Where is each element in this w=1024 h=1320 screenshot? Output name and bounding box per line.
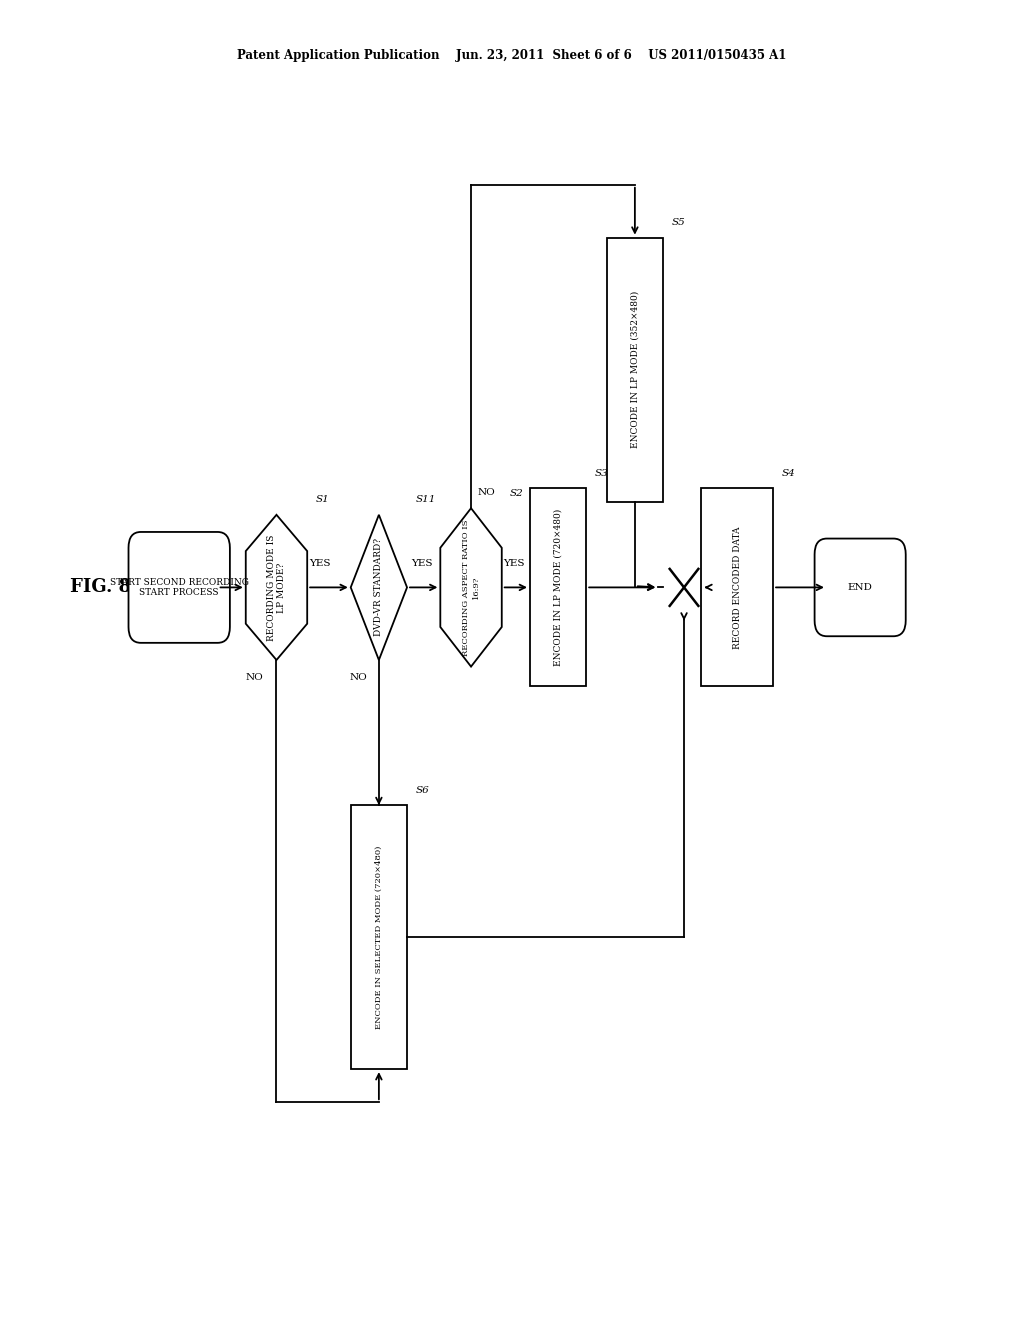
Polygon shape <box>246 515 307 660</box>
Text: NO: NO <box>477 488 496 496</box>
Text: START SECOND RECORDING
START PROCESS: START SECOND RECORDING START PROCESS <box>110 578 249 597</box>
Text: S5: S5 <box>672 218 685 227</box>
Text: NO: NO <box>245 673 263 682</box>
Text: S6: S6 <box>416 785 429 795</box>
Text: S4: S4 <box>781 469 795 478</box>
Text: S2: S2 <box>510 488 523 498</box>
Text: S1: S1 <box>315 495 329 504</box>
Text: RECORD ENCODED DATA: RECORD ENCODED DATA <box>733 527 741 648</box>
Text: YES: YES <box>412 560 433 568</box>
Text: ENCODE IN LP MODE (720×480): ENCODE IN LP MODE (720×480) <box>554 508 562 667</box>
FancyBboxPatch shape <box>815 539 905 636</box>
Text: S11: S11 <box>416 495 435 504</box>
Polygon shape <box>350 515 408 660</box>
Text: DVD-VR STANDARD?: DVD-VR STANDARD? <box>375 539 383 636</box>
Text: RECORDING MODE IS
LP MODE?: RECORDING MODE IS LP MODE? <box>267 535 286 640</box>
FancyBboxPatch shape <box>128 532 229 643</box>
Text: ENCODE IN LP MODE (352×480): ENCODE IN LP MODE (352×480) <box>631 290 639 449</box>
Text: FIG. 8: FIG. 8 <box>70 578 131 597</box>
Text: Patent Application Publication    Jun. 23, 2011  Sheet 6 of 6    US 2011/0150435: Patent Application Publication Jun. 23, … <box>238 49 786 62</box>
Polygon shape <box>440 508 502 667</box>
Text: S3: S3 <box>594 469 608 478</box>
Text: YES: YES <box>309 560 330 568</box>
Text: NO: NO <box>349 673 368 682</box>
Text: YES: YES <box>504 560 524 568</box>
Bar <box>606 238 664 502</box>
Bar <box>350 805 407 1069</box>
Text: ENCODE IN SELECTED MODE (720×480): ENCODE IN SELECTED MODE (720×480) <box>375 846 383 1028</box>
Bar <box>530 488 587 686</box>
Text: END: END <box>848 583 872 591</box>
Text: RECORDING ASPECT RATIO IS
16:9?: RECORDING ASPECT RATIO IS 16:9? <box>463 519 479 656</box>
Bar <box>701 488 773 686</box>
